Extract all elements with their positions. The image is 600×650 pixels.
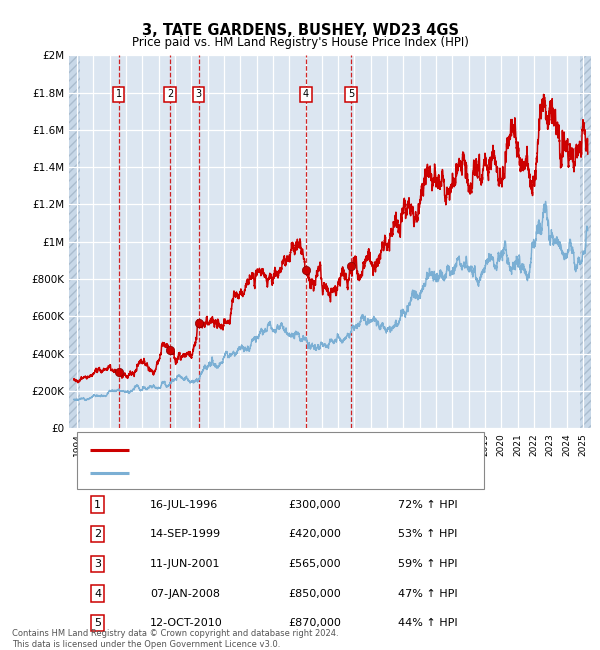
FancyBboxPatch shape (77, 432, 484, 489)
Bar (580, 55, 591, 428)
Text: 2: 2 (94, 529, 101, 539)
Text: 16-JUL-1996: 16-JUL-1996 (150, 500, 218, 510)
Text: 12-OCT-2010: 12-OCT-2010 (150, 618, 223, 629)
Text: £870,000: £870,000 (288, 618, 341, 629)
Text: 1: 1 (94, 500, 101, 510)
Text: Price paid vs. HM Land Registry's House Price Index (HPI): Price paid vs. HM Land Registry's House … (131, 36, 469, 49)
Text: 72% ↑ HPI: 72% ↑ HPI (398, 500, 457, 510)
Text: 11-JUN-2001: 11-JUN-2001 (150, 559, 220, 569)
Text: 5: 5 (94, 618, 101, 629)
Text: 2: 2 (167, 90, 173, 99)
Text: 53% ↑ HPI: 53% ↑ HPI (398, 529, 457, 539)
Text: 47% ↑ HPI: 47% ↑ HPI (398, 589, 457, 599)
Text: 3, TATE GARDENS, BUSHEY, WD23 4GS (detached house): 3, TATE GARDENS, BUSHEY, WD23 4GS (detac… (134, 445, 448, 456)
Text: 59% ↑ HPI: 59% ↑ HPI (398, 559, 457, 569)
Text: 4: 4 (303, 90, 309, 99)
Text: 07-JAN-2008: 07-JAN-2008 (150, 589, 220, 599)
Text: 4: 4 (94, 589, 101, 599)
Text: 44% ↑ HPI: 44% ↑ HPI (398, 618, 457, 629)
Text: 3: 3 (196, 90, 202, 99)
Text: 3, TATE GARDENS, BUSHEY, WD23 4GS: 3, TATE GARDENS, BUSHEY, WD23 4GS (142, 23, 458, 38)
Text: Contains HM Land Registry data © Crown copyright and database right 2024.
This d: Contains HM Land Registry data © Crown c… (12, 629, 338, 649)
Text: £420,000: £420,000 (288, 529, 341, 539)
Text: 14-SEP-1999: 14-SEP-1999 (150, 529, 221, 539)
Text: 3: 3 (94, 559, 101, 569)
Text: £565,000: £565,000 (288, 559, 341, 569)
Text: 5: 5 (348, 90, 354, 99)
Bar (69, 55, 80, 428)
Text: £300,000: £300,000 (288, 500, 341, 510)
Text: £850,000: £850,000 (288, 589, 341, 599)
Text: 1: 1 (116, 90, 122, 99)
Text: HPI: Average price, detached house, Hertsmere: HPI: Average price, detached house, Hert… (134, 468, 395, 478)
